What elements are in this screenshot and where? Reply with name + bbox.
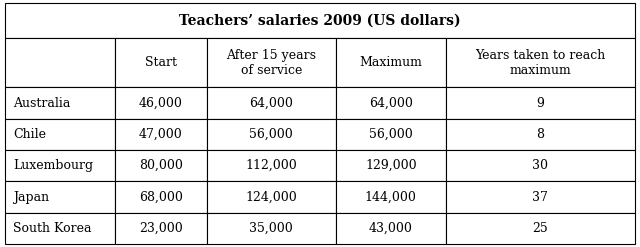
Bar bbox=[5, 38, 115, 87]
Bar bbox=[115, 150, 207, 181]
Bar bbox=[336, 150, 446, 181]
Text: Teachers’ salaries 2009 (US dollars): Teachers’ salaries 2009 (US dollars) bbox=[179, 13, 461, 27]
Bar bbox=[446, 119, 635, 150]
Text: Maximum: Maximum bbox=[360, 56, 422, 69]
Bar bbox=[207, 38, 336, 87]
Bar bbox=[5, 150, 115, 181]
Text: Start: Start bbox=[145, 56, 177, 69]
Text: 43,000: 43,000 bbox=[369, 222, 413, 235]
Bar bbox=[336, 213, 446, 244]
Text: 47,000: 47,000 bbox=[139, 128, 183, 141]
Text: 144,000: 144,000 bbox=[365, 190, 417, 204]
Bar bbox=[5, 119, 115, 150]
Text: 30: 30 bbox=[532, 159, 548, 172]
Text: 68,000: 68,000 bbox=[139, 190, 183, 204]
Text: Years taken to reach
maximum: Years taken to reach maximum bbox=[476, 49, 605, 77]
Text: 64,000: 64,000 bbox=[369, 97, 413, 109]
Bar bbox=[336, 87, 446, 119]
Text: 8: 8 bbox=[536, 128, 545, 141]
Bar bbox=[207, 119, 336, 150]
Text: Luxembourg: Luxembourg bbox=[13, 159, 93, 172]
Text: Australia: Australia bbox=[13, 97, 70, 109]
Text: Japan: Japan bbox=[13, 190, 49, 204]
Text: 46,000: 46,000 bbox=[139, 97, 183, 109]
Bar bbox=[5, 181, 115, 213]
Text: South Korea: South Korea bbox=[13, 222, 92, 235]
Text: 37: 37 bbox=[532, 190, 548, 204]
Text: 129,000: 129,000 bbox=[365, 159, 417, 172]
Bar bbox=[446, 150, 635, 181]
Text: 25: 25 bbox=[532, 222, 548, 235]
Bar bbox=[336, 119, 446, 150]
Bar bbox=[115, 87, 207, 119]
Bar bbox=[336, 38, 446, 87]
Bar bbox=[5, 87, 115, 119]
Bar bbox=[115, 213, 207, 244]
Text: 112,000: 112,000 bbox=[245, 159, 297, 172]
Bar bbox=[207, 213, 336, 244]
Bar bbox=[446, 38, 635, 87]
Bar bbox=[336, 181, 446, 213]
Text: Chile: Chile bbox=[13, 128, 46, 141]
Bar bbox=[5, 213, 115, 244]
Text: After 15 years
of service: After 15 years of service bbox=[226, 49, 316, 77]
Bar bbox=[207, 150, 336, 181]
Bar bbox=[5, 3, 635, 38]
Bar bbox=[446, 87, 635, 119]
Bar bbox=[115, 38, 207, 87]
Text: 23,000: 23,000 bbox=[139, 222, 183, 235]
Text: 80,000: 80,000 bbox=[139, 159, 183, 172]
Bar bbox=[207, 181, 336, 213]
Bar bbox=[207, 87, 336, 119]
Text: 35,000: 35,000 bbox=[250, 222, 293, 235]
Bar bbox=[115, 119, 207, 150]
Text: 64,000: 64,000 bbox=[249, 97, 293, 109]
Bar bbox=[446, 213, 635, 244]
Bar bbox=[446, 181, 635, 213]
Bar bbox=[115, 181, 207, 213]
Text: 124,000: 124,000 bbox=[245, 190, 297, 204]
Text: 9: 9 bbox=[536, 97, 545, 109]
Text: 56,000: 56,000 bbox=[369, 128, 413, 141]
Text: 56,000: 56,000 bbox=[250, 128, 293, 141]
